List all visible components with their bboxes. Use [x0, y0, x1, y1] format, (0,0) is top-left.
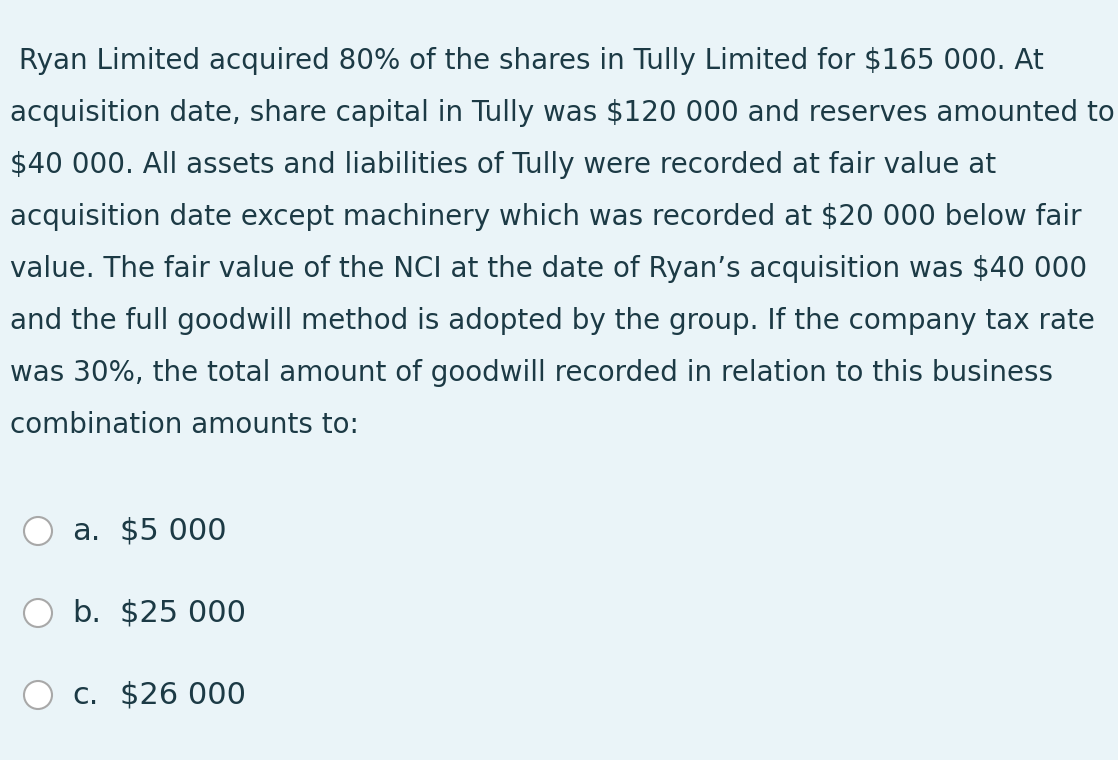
Text: $5 000: $5 000 — [120, 517, 227, 546]
Text: Ryan Limited acquired 80% of the shares in Tully Limited for $165 000. At: Ryan Limited acquired 80% of the shares … — [10, 47, 1044, 75]
Text: $25 000: $25 000 — [120, 599, 246, 628]
Text: $40 000. All assets and liabilities of Tully were recorded at fair value at: $40 000. All assets and liabilities of T… — [10, 151, 996, 179]
Circle shape — [23, 599, 53, 627]
Text: $26 000: $26 000 — [120, 680, 246, 710]
Text: b.: b. — [72, 599, 101, 628]
Text: was 30%, the total amount of goodwill recorded in relation to this business: was 30%, the total amount of goodwill re… — [10, 359, 1053, 387]
Text: value. The fair value of the NCI at the date of Ryan’s acquisition was $40 000: value. The fair value of the NCI at the … — [10, 255, 1087, 283]
Text: and the full goodwill method is adopted by the group. If the company tax rate: and the full goodwill method is adopted … — [10, 307, 1095, 335]
Circle shape — [23, 681, 53, 709]
Text: c.: c. — [72, 680, 98, 710]
Text: a.: a. — [72, 517, 101, 546]
Text: combination amounts to:: combination amounts to: — [10, 411, 359, 439]
Text: acquisition date except machinery which was recorded at $20 000 below fair: acquisition date except machinery which … — [10, 203, 1081, 231]
Circle shape — [23, 517, 53, 545]
Text: acquisition date, share capital in Tully was $120 000 and reserves amounted to: acquisition date, share capital in Tully… — [10, 99, 1115, 127]
